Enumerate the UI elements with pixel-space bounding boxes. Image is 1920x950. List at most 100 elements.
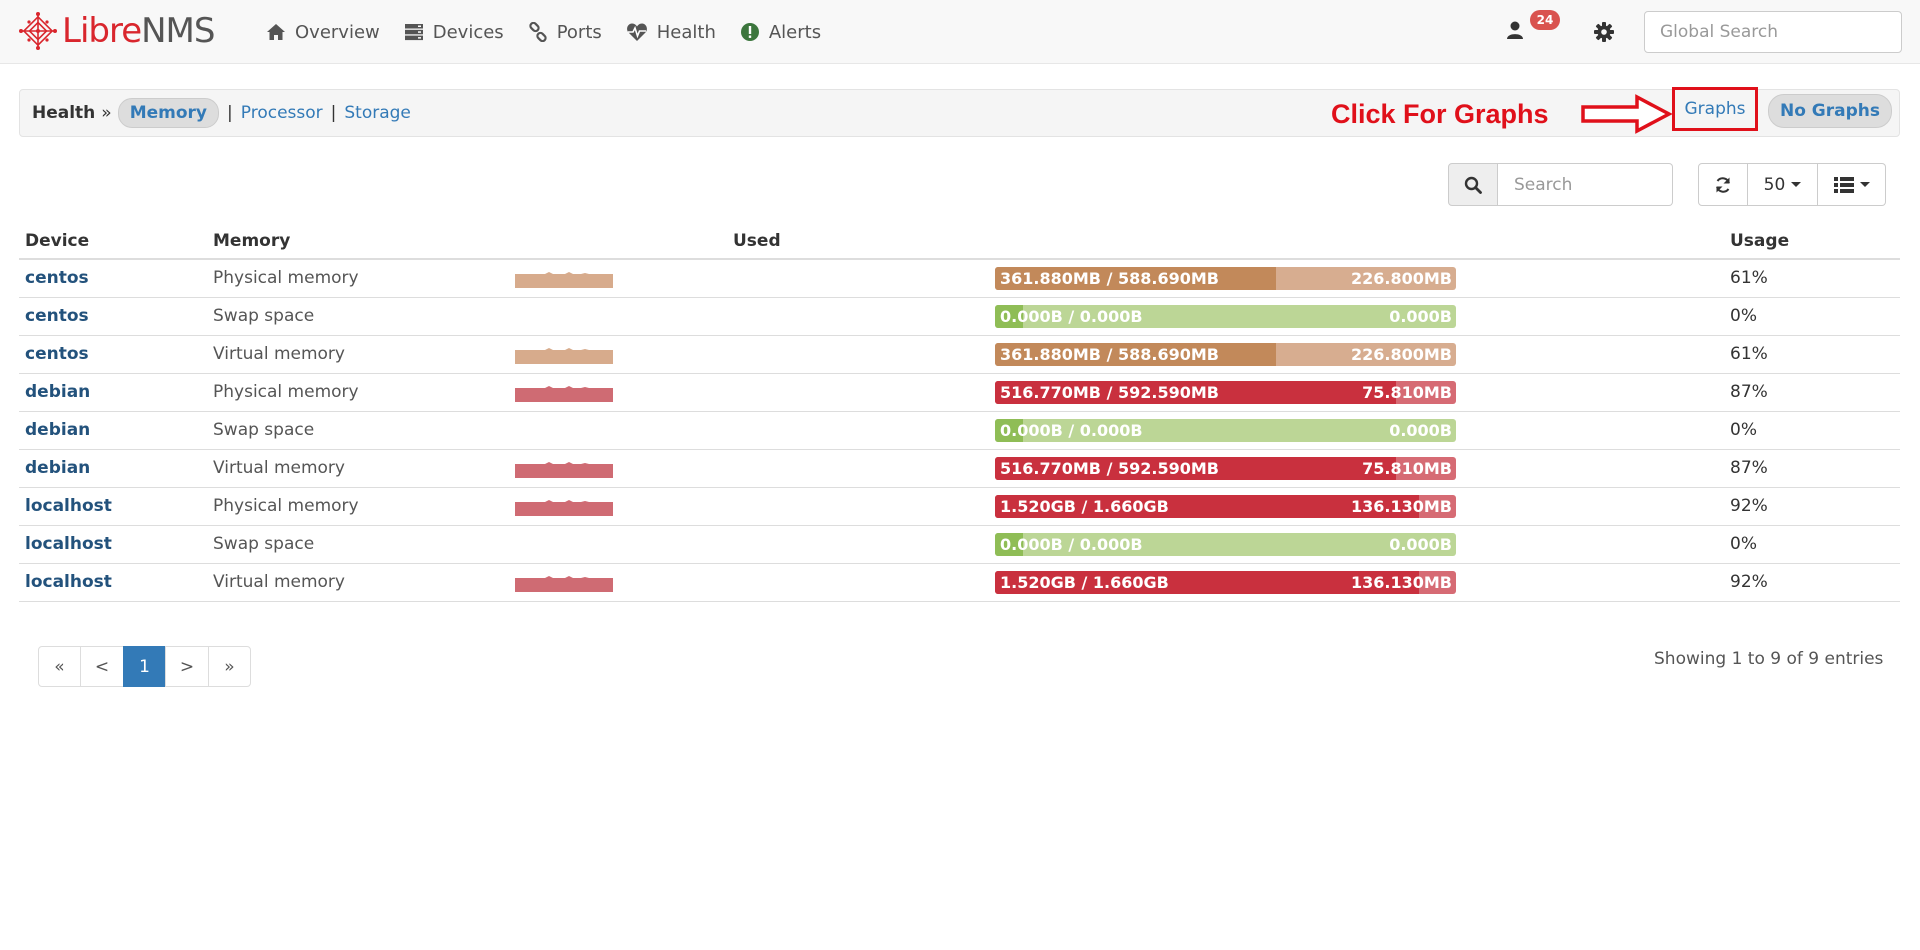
memory-sparkline[interactable] [515,574,613,592]
usage-percent: 61% [1730,344,1768,364]
device-link[interactable]: centos [25,268,89,288]
breadcrumb-separator: » [101,103,112,123]
table-row[interactable]: centos Physical memory 361.880MB / 588.690… [19,260,1900,298]
table-row[interactable]: debian Physical memory 516.770MB / 592.590… [19,374,1900,412]
nav-health[interactable]: Health [626,22,716,43]
refresh-button[interactable] [1698,163,1748,206]
table-row[interactable]: debian Swap space 0.000B / 0.000B 0.000B 0% [19,412,1900,450]
top-navbar: LibreNMS Overview Devices Ports Health A… [0,0,1920,64]
nav-overview[interactable]: Overview [266,22,380,43]
user-menu[interactable] [1506,20,1524,45]
table-row[interactable]: localhost Swap space 0.000B / 0.000B 0.000B… [19,526,1900,564]
device-link[interactable]: debian [25,420,91,440]
free-label: 136.130MB [1351,573,1452,592]
exclamation-circle-icon [740,23,759,41]
usage-percent: 92% [1730,572,1768,592]
table-row[interactable]: debian Virtual memory 516.770MB / 592.590M… [19,450,1900,488]
usage-progress-fill [995,381,1397,404]
memory-type: Physical memory [213,382,359,402]
column-selector-dropdown[interactable] [1818,163,1886,206]
table-search-input[interactable] [1498,163,1673,206]
usage-progress-bar: 1.520GB / 1.660GB 136.130MB [995,571,1456,594]
rows-per-page-dropdown[interactable]: 50 [1748,163,1818,206]
usage-percent: 87% [1730,382,1768,402]
health-subheader: Health » Memory | Processor | Storage Cl… [19,87,1900,137]
usage-progress-bar: 516.770MB / 592.590MB 75.810MB [995,457,1456,480]
device-link[interactable]: centos [25,306,89,326]
usage-percent: 92% [1730,496,1768,516]
usage-percent: 87% [1730,458,1768,478]
chevron-down-icon [1859,182,1870,187]
page-next-button[interactable]: > [165,646,209,687]
nav-devices[interactable]: Devices [404,22,504,43]
memory-type: Virtual memory [213,344,345,364]
memory-type: Virtual memory [213,458,345,478]
tab-divider: | [227,103,233,123]
usage-progress-fill [995,457,1397,480]
usage-progress-fill [995,343,1277,366]
header-memory[interactable]: Memory [213,231,291,251]
table-row[interactable]: localhost Virtual memory 1.520GB / 1.660GB… [19,564,1900,602]
free-label: 0.000B [1389,307,1452,326]
free-label: 0.000B [1389,535,1452,554]
brand-logo[interactable]: LibreNMS [18,10,215,52]
refresh-icon [1716,176,1730,193]
usage-progress-bar: 516.770MB / 592.590MB 75.810MB [995,381,1456,404]
usage-progress-bar: 0.000B / 0.000B 0.000B [995,305,1456,328]
annotation-text: Click For Graphs [1331,99,1549,129]
memory-table: Device Memory Used Usage centos Physical … [19,226,1900,602]
used-total-label: 361.880MB / 588.690MB [1000,269,1219,288]
device-link[interactable]: localhost [25,572,112,592]
heartbeat-icon [626,23,647,41]
usage-progress-bar: 0.000B / 0.000B 0.000B [995,419,1456,442]
tab-storage[interactable]: Storage [344,103,411,123]
device-link[interactable]: localhost [25,534,112,554]
chevron-down-icon [1791,182,1802,187]
gear-icon [1594,22,1614,42]
used-total-label: 361.880MB / 588.690MB [1000,345,1219,364]
usage-progress-bar: 361.880MB / 588.690MB 226.800MB [995,267,1456,290]
no-graphs-button[interactable]: No Graphs [1768,94,1892,128]
memory-sparkline[interactable] [515,270,613,288]
usage-progress-bar: 0.000B / 0.000B 0.000B [995,533,1456,556]
memory-sparkline[interactable] [515,346,613,364]
tab-memory[interactable]: Memory [117,98,220,128]
header-device[interactable]: Device [25,231,90,251]
nav-ports[interactable]: Ports [528,22,602,43]
graphs-button[interactable]: Graphs [1672,87,1758,131]
memory-sparkline[interactable] [515,460,613,478]
user-icon [1507,21,1523,39]
usage-percent: 0% [1730,420,1757,440]
page-last-button[interactable]: » [208,646,251,687]
used-total-label: 0.000B / 0.000B [1000,421,1143,440]
table-row[interactable]: centos Swap space 0.000B / 0.000B 0.000B 0% [19,298,1900,336]
header-usage[interactable]: Usage [1730,231,1790,251]
memory-sparkline[interactable] [515,384,613,402]
free-label: 226.800MB [1351,269,1452,288]
used-total-label: 516.770MB / 592.590MB [1000,383,1219,402]
annotation-arrow-icon [1581,94,1673,134]
header-used[interactable]: Used [733,231,781,251]
page-prev-button[interactable]: < [80,646,124,687]
device-link[interactable]: localhost [25,496,112,516]
device-link[interactable]: debian [25,382,91,402]
memory-type: Swap space [213,420,315,440]
used-total-label: 1.520GB / 1.660GB [1000,573,1169,592]
table-row[interactable]: localhost Physical memory 1.520GB / 1.660G… [19,488,1900,526]
table-row[interactable]: centos Virtual memory 361.880MB / 588.690M… [19,336,1900,374]
used-total-label: 0.000B / 0.000B [1000,535,1143,554]
usage-progress-fill [995,571,1420,594]
settings-menu[interactable] [1593,21,1615,48]
free-label: 226.800MB [1351,345,1452,364]
page-current-button[interactable]: 1 [123,646,166,687]
global-search-input[interactable] [1644,11,1902,53]
page-first-button[interactable]: « [38,646,81,687]
nav-alerts[interactable]: Alerts [740,22,821,43]
memory-sparkline[interactable] [515,498,613,516]
tab-processor[interactable]: Processor [240,103,323,123]
search-addon [1448,163,1498,206]
device-link[interactable]: centos [25,344,89,364]
notification-badge[interactable]: 24 [1530,10,1560,30]
health-breadcrumb: Health » Memory | Processor | Storage [32,96,411,130]
device-link[interactable]: debian [25,458,91,478]
